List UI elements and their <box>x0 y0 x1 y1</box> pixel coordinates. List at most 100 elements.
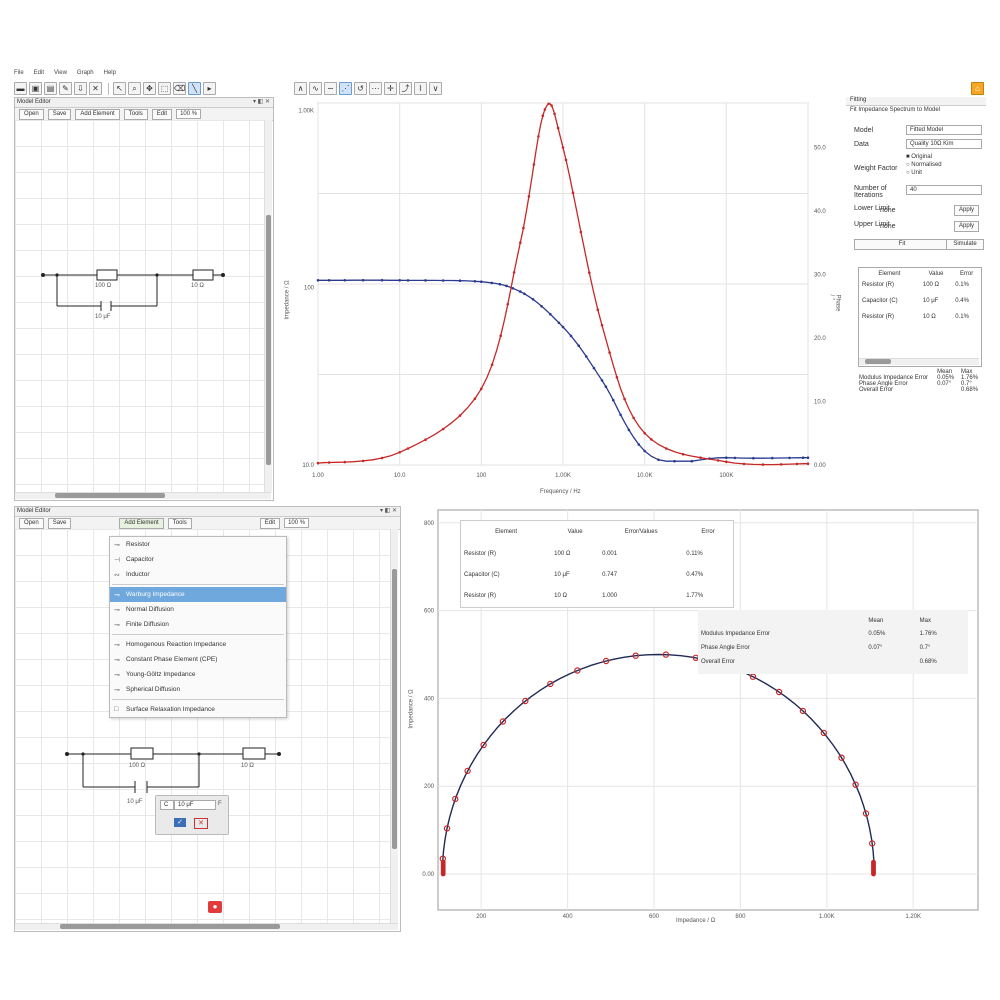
data-select[interactable]: Quality 10Ω Kim <box>906 139 982 149</box>
menu-item-resistor[interactable]: ⊸ Resistor <box>110 537 286 552</box>
confirm-icon[interactable]: ✓ <box>174 818 186 827</box>
horizontal-scrollbar[interactable] <box>15 492 271 499</box>
table-scrollbar[interactable] <box>859 358 979 365</box>
close-icon[interactable]: ✕ <box>89 82 102 95</box>
table-cell: 0.68% <box>919 659 937 665</box>
horizontal-scrollbar[interactable] <box>15 923 398 930</box>
bode-icon[interactable]: ∿ <box>309 82 322 95</box>
tools-button[interactable]: Tools <box>167 517 192 529</box>
impedance-point <box>523 292 526 296</box>
record-icon[interactable]: ● <box>208 901 222 913</box>
home-icon[interactable]: ⌂ <box>971 82 984 95</box>
open-button[interactable]: Open <box>19 517 44 529</box>
zoom-field[interactable]: 100 % <box>176 109 202 119</box>
table-cell: 10 μF <box>554 571 570 578</box>
menu-item-surface-relaxation[interactable]: □ Surface Relaxation Impedance <box>110 702 286 717</box>
weight-original-radio[interactable]: ■ Original <box>906 154 932 160</box>
reset-icon[interactable]: ↺ <box>354 82 367 95</box>
open-icon[interactable]: ▤ <box>44 82 57 95</box>
model-select[interactable]: Fitted Model <box>906 125 982 135</box>
eraser-icon[interactable]: ⌫ <box>173 82 186 95</box>
menu-file[interactable]: File <box>14 70 24 76</box>
points-label: Number of Iterations <box>854 185 887 199</box>
cancel-icon[interactable]: ✕ <box>194 818 208 829</box>
table-row[interactable]: Resistor (R) 10 Ω 0.1% <box>859 309 981 325</box>
menu-item-normal-diffusion[interactable]: ⊸ Normal Diffusion <box>110 602 286 617</box>
points-input[interactable]: 40 <box>906 185 982 195</box>
impedance-point <box>806 456 810 460</box>
fit-icon[interactable]: ⋰ <box>339 82 352 95</box>
add-element-button[interactable]: Add Element <box>75 108 120 120</box>
play-icon[interactable]: ▸ <box>203 82 216 95</box>
edit-icon[interactable]: ✎ <box>59 82 72 95</box>
zoom-field[interactable]: 100 % <box>284 518 310 528</box>
fit-button[interactable]: Fit <box>854 239 950 250</box>
weight-unit-radio[interactable]: ○ Unit <box>906 170 922 176</box>
menu-help[interactable]: Help <box>103 70 116 76</box>
zoom-icon[interactable]: ⌕ <box>128 82 141 95</box>
menu-graph[interactable]: Graph <box>76 70 94 76</box>
vertical-scrollbar[interactable] <box>390 529 398 923</box>
graph-icon[interactable]: ∨ <box>429 82 442 95</box>
line-icon[interactable]: ╲ <box>188 82 201 95</box>
menu-view[interactable]: View <box>54 70 67 76</box>
menu-item-spherical-diffusion[interactable]: ⊸ Spherical Diffusion <box>110 682 286 697</box>
save-button[interactable]: Save <box>47 108 72 120</box>
scrollbar-thumb[interactable] <box>266 215 271 465</box>
surface-relaxation-icon: □ <box>114 706 119 713</box>
edit-button[interactable]: Edit <box>259 517 281 529</box>
plot-icon[interactable]: ⌇ <box>414 82 427 95</box>
import-icon[interactable]: ⇩ <box>74 82 87 95</box>
export-icon[interactable]: ⤴ <box>399 82 412 95</box>
menu-item-cpe[interactable]: ⊸ Constant Phase Element (CPE) <box>110 652 286 667</box>
select-icon[interactable]: ⬚ <box>158 82 171 95</box>
warburg-icon: ⊸ <box>114 591 120 599</box>
lower-apply-button[interactable]: Apply <box>954 205 980 216</box>
panel-controls-icon[interactable]: ▾ ◧ ✕ <box>252 99 270 105</box>
phase-point <box>327 461 331 464</box>
bode-chart[interactable]: 1.00 10.0 100 1.00K 10.0K 100K 1.00K 100 10.0 50.… <box>276 97 841 501</box>
menu-edit[interactable]: Edit <box>33 70 45 76</box>
weight-normalised-radio[interactable]: ○ Normalised <box>906 162 942 168</box>
edit-button[interactable]: Edit <box>151 108 173 120</box>
table-row[interactable]: Capacitor (C) 10 μF 0.747 0.47% <box>461 564 733 585</box>
table-row[interactable]: Resistor (R) 10 Ω 1.000 1.77% <box>461 585 733 606</box>
value-field[interactable]: 10 μF <box>174 800 216 810</box>
scrollbar-thumb[interactable] <box>55 493 165 498</box>
table-row[interactable]: Resistor (R) 100 Ω 0.1% <box>859 277 981 293</box>
panel-controls-icon[interactable]: ▾ ◧ ✕ <box>379 508 397 514</box>
scrollbar-thumb[interactable] <box>60 924 280 929</box>
pan-icon[interactable]: ✥ <box>143 82 156 95</box>
marker-icon[interactable]: ⋯ <box>369 82 382 95</box>
menu-item-inductor[interactable]: ∾ Inductor <box>110 567 286 582</box>
table-cell: 0.07° <box>868 645 883 651</box>
open-button[interactable]: Open <box>19 108 44 120</box>
circuit-canvas[interactable]: 100 Ω 10 Ω 10 μF <box>15 120 264 492</box>
cursor-icon[interactable]: ✛ <box>384 82 397 95</box>
scrollbar-thumb[interactable] <box>865 359 891 364</box>
table-row[interactable]: Capacitor (C) 10 μF 0.4% <box>859 293 981 309</box>
save-button[interactable]: Save <box>47 517 72 529</box>
data-value: Quality 10Ω Kim <box>910 141 954 147</box>
prefix-field[interactable]: C <box>160 800 174 810</box>
add-element-button[interactable]: Add Element <box>119 517 164 529</box>
col-header: Value <box>928 271 944 277</box>
menu-item-capacitor[interactable]: ⊣ Capacitor <box>110 552 286 567</box>
menu-item-homogenous-reaction[interactable]: ⊸ Homogenous Reaction Impedance <box>110 637 286 652</box>
model-value: Fitted Model <box>910 127 944 133</box>
phase-icon[interactable]: ∽ <box>324 82 337 95</box>
scrollbar-thumb[interactable] <box>392 569 397 849</box>
save-icon[interactable]: ▣ <box>29 82 42 95</box>
vertical-scrollbar[interactable] <box>264 120 272 492</box>
pointer-icon[interactable]: ↖ <box>113 82 126 95</box>
table-row[interactable]: Resistor (R) 100 Ω 0.001 0.11% <box>461 543 733 564</box>
data-point <box>820 729 827 737</box>
menu-item-finite-diffusion[interactable]: ⊸ Finite Diffusion <box>110 617 286 632</box>
nyquist-icon[interactable]: ∧ <box>294 82 307 95</box>
menu-item-warburg[interactable]: ⊸ Warburg Impedance <box>110 587 286 602</box>
simulate-button[interactable]: Simulate <box>946 239 984 250</box>
menu-item-young-goltz[interactable]: ⊸ Young-Göltz Impedance <box>110 667 286 682</box>
tools-button[interactable]: Tools <box>123 108 148 120</box>
new-icon[interactable]: ▬ <box>14 82 27 95</box>
upper-apply-button[interactable]: Apply <box>954 221 980 232</box>
